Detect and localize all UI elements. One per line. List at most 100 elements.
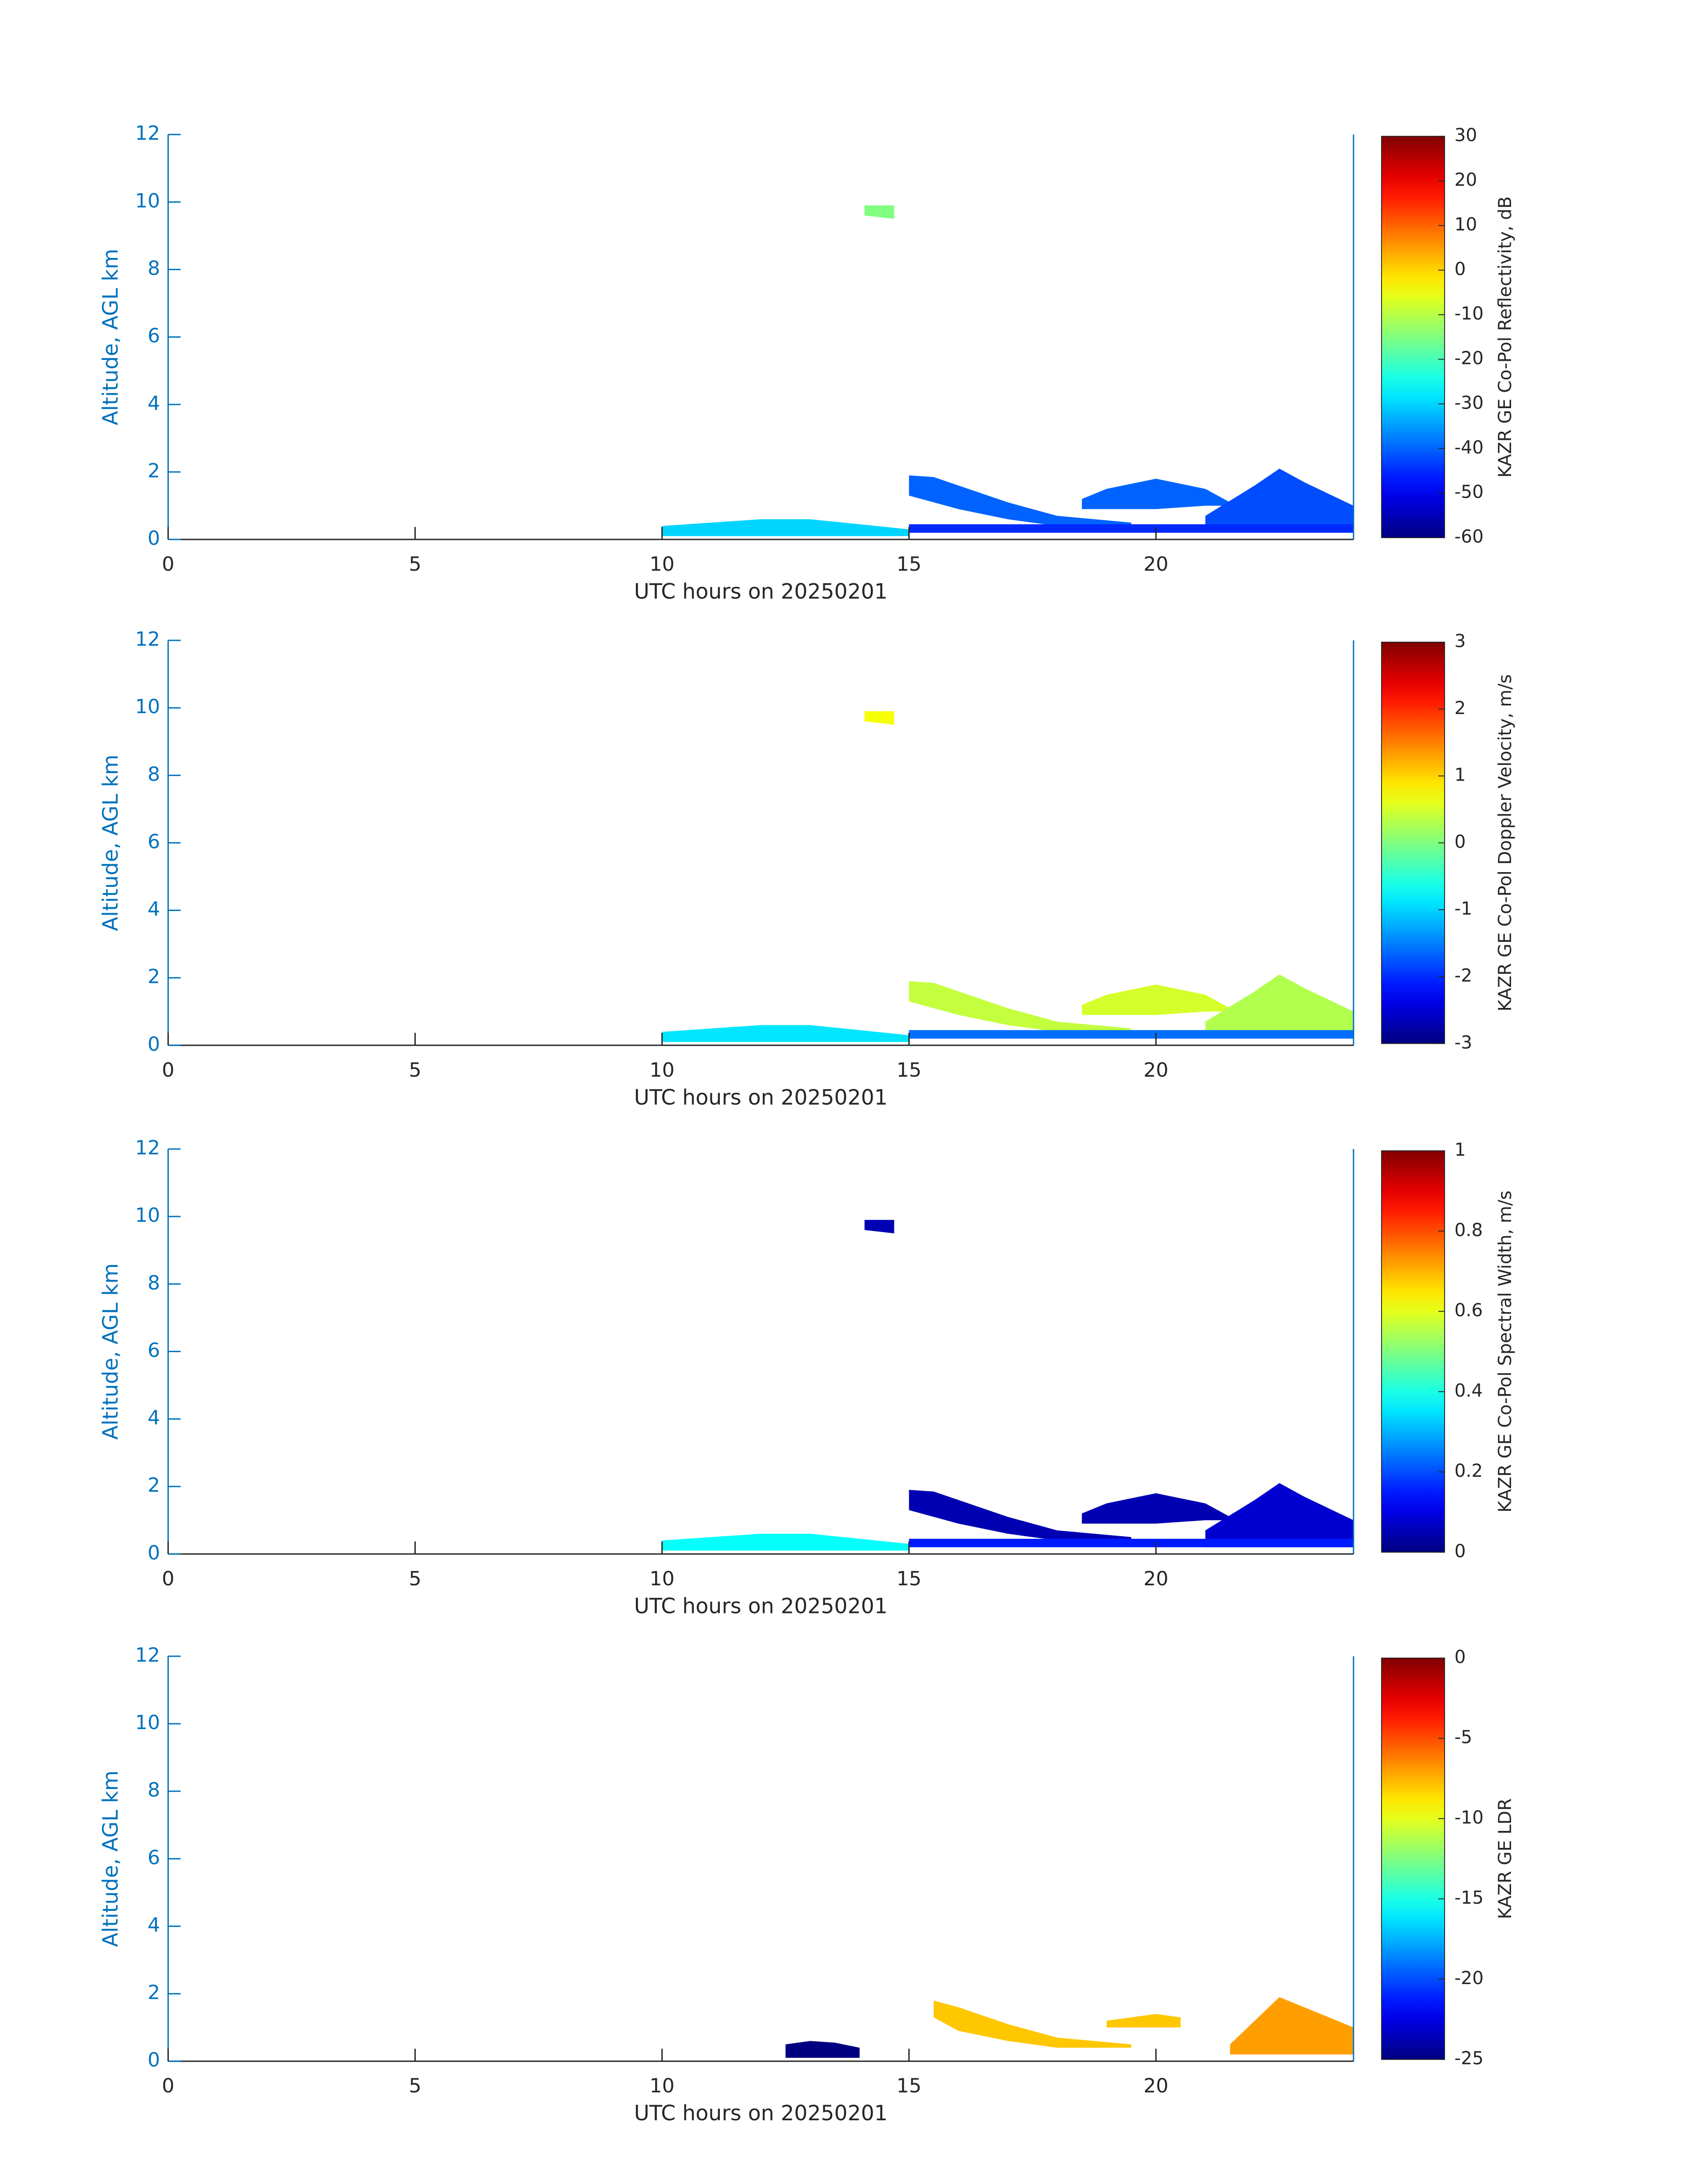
x-axis-label: UTC hours on 20250201 bbox=[634, 580, 888, 604]
echo-region bbox=[1082, 1493, 1230, 1524]
colorbar-tick-label: 0.6 bbox=[1454, 1300, 1483, 1321]
echo-region bbox=[1082, 984, 1230, 1015]
x-tick-label: 15 bbox=[897, 553, 922, 576]
y-tick-label: 10 bbox=[135, 695, 160, 718]
colorbar-tick-label: -5 bbox=[1454, 1727, 1472, 1748]
colorbar-tick-label: -10 bbox=[1454, 1807, 1483, 1828]
colorbar-tick-label: -30 bbox=[1454, 393, 1483, 413]
x-tick-label: 0 bbox=[162, 1567, 175, 1590]
y-tick-label: 6 bbox=[148, 1339, 160, 1362]
y-axis-label: Altitude, AGL km bbox=[99, 755, 123, 931]
colorbar-tick-label: 1 bbox=[1454, 1140, 1466, 1160]
y-axis-label: Altitude, AGL km bbox=[99, 1771, 123, 1947]
x-tick-label: 15 bbox=[897, 1567, 922, 1590]
x-tick-label: 10 bbox=[650, 2075, 675, 2098]
colorbar-label: KAZR GE Co-Pol Doppler Velocity, m/s bbox=[1495, 674, 1516, 1011]
echo-region bbox=[909, 475, 1132, 526]
echo-region bbox=[933, 2000, 1132, 2048]
y-tick-label: 10 bbox=[135, 1204, 160, 1227]
colorbar-tick-label: -15 bbox=[1454, 1888, 1483, 1908]
colorbar-tick-label: -10 bbox=[1454, 304, 1483, 324]
y-tick-label: 2 bbox=[148, 1474, 160, 1497]
y-axis-label: Altitude, AGL km bbox=[99, 1263, 123, 1440]
y-tick-label: 0 bbox=[148, 1542, 160, 1564]
colorbar-tick-label: -1 bbox=[1454, 898, 1472, 919]
colorbar-tick-label: -40 bbox=[1454, 437, 1483, 458]
echo-region bbox=[909, 1030, 1354, 1039]
y-tick-label: 2 bbox=[148, 460, 160, 482]
colorbar bbox=[1381, 1150, 1445, 1553]
echo-region bbox=[662, 1534, 909, 1551]
echo-region bbox=[909, 1490, 1132, 1541]
y-tick-label: 12 bbox=[135, 1137, 160, 1159]
colorbar-tick-label: -20 bbox=[1454, 348, 1483, 369]
echo-region bbox=[1230, 1997, 1354, 2055]
echo-region bbox=[1205, 974, 1354, 1039]
colorbar-tick-label: 0 bbox=[1454, 1541, 1466, 1562]
x-tick-label: 10 bbox=[650, 1059, 675, 1082]
y-tick-label: 2 bbox=[148, 1981, 160, 2004]
colorbar-tick-label: -2 bbox=[1454, 965, 1472, 986]
colorbar-tick-label: 0.2 bbox=[1454, 1461, 1483, 1481]
colorbar-tick-label: 0 bbox=[1454, 259, 1466, 280]
colorbar-tick-label: 10 bbox=[1454, 214, 1477, 235]
y-tick-label: 0 bbox=[148, 2049, 160, 2072]
y-tick-label: 12 bbox=[135, 628, 160, 651]
colorbar-tick-label: 0 bbox=[1454, 832, 1466, 852]
y-tick-label: 6 bbox=[148, 1846, 160, 1869]
x-tick-label: 15 bbox=[897, 1059, 922, 1082]
x-axis-label: UTC hours on 20250201 bbox=[634, 1085, 888, 1110]
y-tick-label: 8 bbox=[148, 763, 160, 786]
colorbar-tick-label: 2 bbox=[1454, 698, 1466, 719]
echo-region bbox=[785, 2041, 860, 2058]
x-tick-label: 20 bbox=[1144, 1567, 1169, 1590]
y-tick-label: 2 bbox=[148, 965, 160, 988]
colorbar-tick-label: -25 bbox=[1454, 2048, 1483, 2069]
y-tick-label: 12 bbox=[135, 122, 160, 145]
y-tick-label: 0 bbox=[148, 527, 160, 550]
y-tick-label: 6 bbox=[148, 830, 160, 853]
y-tick-label: 6 bbox=[148, 325, 160, 347]
y-tick-label: 10 bbox=[135, 189, 160, 212]
x-tick-label: 20 bbox=[1144, 1059, 1169, 1082]
x-tick-label: 10 bbox=[650, 1567, 675, 1590]
y-tick-label: 0 bbox=[148, 1033, 160, 1056]
y-tick-label: 8 bbox=[148, 1271, 160, 1294]
colorbar-tick-label: 3 bbox=[1454, 631, 1466, 652]
echo-region bbox=[864, 711, 894, 725]
colorbar bbox=[1381, 1657, 1445, 2060]
x-tick-label: 0 bbox=[162, 1059, 175, 1082]
x-tick-label: 20 bbox=[1144, 2075, 1169, 2098]
colorbar-tick-label: 1 bbox=[1454, 765, 1466, 786]
colorbar-tick-label: 0.8 bbox=[1454, 1220, 1483, 1241]
y-tick-label: 4 bbox=[148, 1914, 160, 1936]
y-tick-label: 12 bbox=[135, 1644, 160, 1667]
colorbar-tick-label: -20 bbox=[1454, 1968, 1483, 1989]
colorbar-tick-label: 0 bbox=[1454, 1647, 1466, 1667]
y-tick-label: 4 bbox=[148, 392, 160, 415]
colorbar bbox=[1381, 641, 1445, 1044]
echo-region bbox=[1082, 479, 1230, 510]
x-tick-label: 5 bbox=[409, 553, 422, 576]
x-tick-label: 10 bbox=[650, 553, 675, 576]
x-tick-label: 15 bbox=[897, 2075, 922, 2098]
colorbar-label: KAZR GE Co-Pol Spectral Width, m/s bbox=[1495, 1191, 1516, 1513]
echo-region bbox=[864, 205, 894, 219]
colorbar-tick-label: -50 bbox=[1454, 482, 1483, 502]
echo-region bbox=[1205, 468, 1354, 533]
x-axis-label: UTC hours on 20250201 bbox=[634, 2101, 888, 2126]
y-axis-label: Altitude, AGL km bbox=[99, 249, 123, 425]
colorbar-tick-label: -3 bbox=[1454, 1032, 1472, 1053]
colorbar-tick-label: 0.4 bbox=[1454, 1380, 1483, 1401]
x-tick-label: 0 bbox=[162, 553, 175, 576]
x-tick-label: 5 bbox=[409, 1059, 422, 1082]
echo-region bbox=[864, 1220, 894, 1233]
colorbar-tick-label: 30 bbox=[1454, 125, 1477, 146]
colorbar-tick-label: 20 bbox=[1454, 170, 1477, 190]
echo-region bbox=[662, 519, 909, 536]
colorbar-label: KAZR GE Co-Pol Reflectivity, dB bbox=[1495, 196, 1516, 478]
echo-region bbox=[909, 981, 1132, 1032]
colorbar-tick-label: -60 bbox=[1454, 526, 1483, 547]
y-tick-label: 8 bbox=[148, 1779, 160, 1801]
